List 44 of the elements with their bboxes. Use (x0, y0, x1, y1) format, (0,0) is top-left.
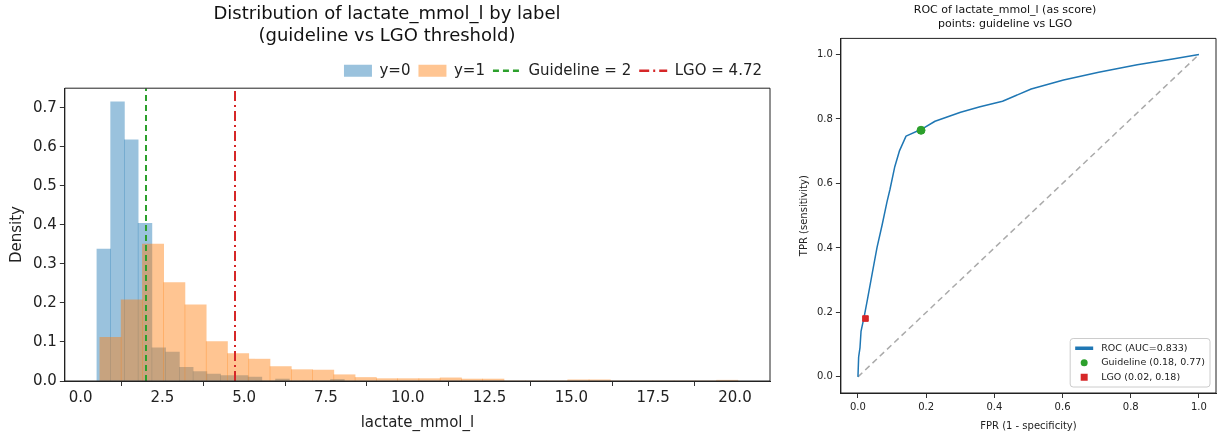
x-tick-label: 0.8 (1122, 400, 1139, 412)
y-tick-label: 0.6 (817, 177, 833, 189)
x-tick-label: 17.5 (636, 387, 670, 406)
x-tick-label: 7.5 (314, 387, 338, 406)
x-tick-label: 10.0 (391, 387, 425, 406)
y-tick-label: 0.1 (33, 331, 57, 350)
legend-label: y=0 (379, 60, 411, 79)
chart-subtitle: (guideline vs LGO threshold) (258, 24, 516, 46)
legend-label: Guideline (0.18, 0.77) (1101, 356, 1206, 368)
chart-title: Distribution of lactate_mmol_l by label (213, 2, 561, 25)
y-tick-label: 0.3 (33, 253, 57, 272)
y-tick-label: 0.2 (817, 306, 833, 317)
y-tick-label: 0.0 (817, 370, 833, 382)
y-tick-label: 0.4 (817, 241, 833, 253)
x-axis-title: FPR (1 - specificity) (980, 419, 1077, 431)
y-axis-title: Density (6, 205, 25, 264)
y-tick-label: 1.0 (817, 48, 833, 60)
legend-label: LGO = 4.72 (674, 60, 763, 79)
x-tick-label: 0.2 (918, 400, 935, 412)
x-tick-label: 2.5 (150, 387, 175, 406)
x-tick-label: 0.0 (850, 400, 866, 412)
legend-label: y=1 (453, 60, 485, 79)
x-tick-label: 1.0 (1191, 400, 1207, 412)
x-tick-label: 5.0 (232, 387, 257, 406)
x-axis-title: lactate_mmol_l (360, 412, 475, 432)
y-tick-label: 0.4 (33, 214, 57, 233)
legend-label: LGO (0.02, 0.18) (1101, 370, 1181, 382)
x-tick-label: 12.5 (472, 387, 507, 406)
x-tick-label: 0.0 (68, 387, 93, 406)
legend-label: ROC (AUC=0.833) (1101, 341, 1188, 353)
x-tick-label: 15.0 (554, 387, 589, 406)
y-axis-title: TPR (sensitivity) (797, 175, 809, 258)
y-tick-label: 0.8 (817, 112, 833, 124)
y-tick-label: 0.6 (33, 136, 57, 155)
x-tick-label: 0.6 (1054, 400, 1071, 412)
chart-subtitle: points: guideline vs LGO (937, 16, 1073, 30)
chart-title: ROC of lactate_mmol_l (as score) (913, 3, 1097, 17)
y-tick-label: 0.7 (33, 97, 57, 116)
y-tick-label: 0.0 (33, 370, 57, 389)
y-tick-label: 0.5 (33, 175, 57, 194)
x-tick-label: 20.0 (718, 387, 752, 406)
legend-label: Guideline = 2 (528, 60, 632, 79)
y-tick-label: 0.2 (33, 292, 57, 311)
x-tick-label: 0.4 (986, 400, 1003, 412)
